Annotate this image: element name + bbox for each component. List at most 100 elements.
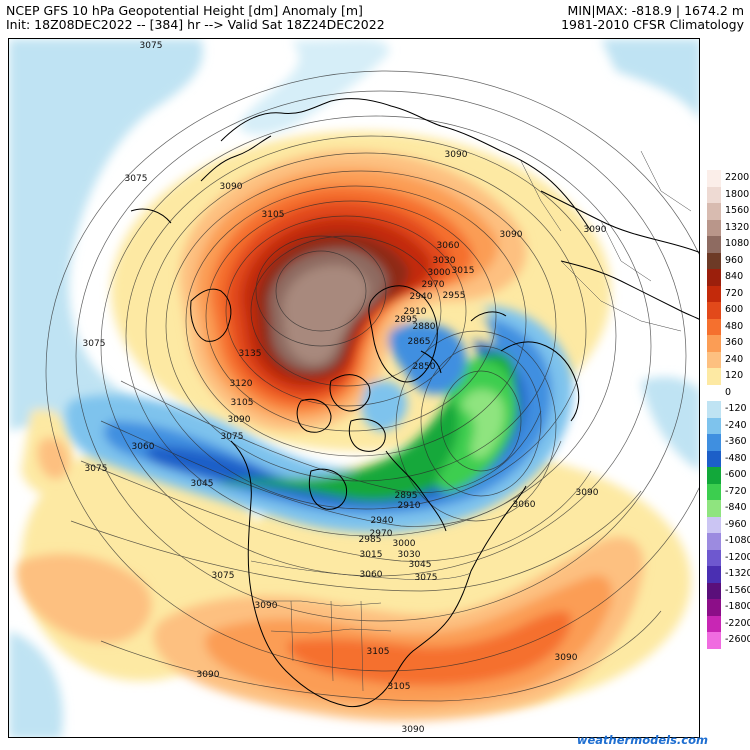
contour-label: 3060 [437,241,460,251]
colorbar-swatch [707,632,721,649]
colorbar-label: -720 [725,485,747,497]
contour-label: 3030 [398,550,421,560]
colorbar-swatch [707,500,721,517]
colorbar-label: 240 [725,353,744,365]
contour-label: 3090 [555,653,578,663]
colorbar-swatch [707,252,721,269]
colorbar-swatch [707,285,721,302]
contour-label: 3045 [409,560,432,570]
contour-label: 2880 [413,322,436,332]
contour-label: 3090 [220,182,243,192]
contour-label: 3000 [428,268,451,278]
contour-label: 3105 [262,210,285,220]
contour-label: 3075 [140,41,163,51]
anomaly-core-layer [16,150,644,721]
contour-label: 3120 [230,379,253,389]
colorbar-label: 2200 [725,172,750,183]
colorbar-label: -360 [725,436,747,447]
colorbar-label: -1080 [725,535,750,546]
colorbar-label: 360 [725,337,744,348]
anomaly-map: 3075 3075 3090 3105 3090 3090 3090 3060 3030 3015… [9,39,699,737]
contour-label: 3075 [415,573,438,583]
init-valid-time: Init: 18Z08DEC2022 -- [384] hr --> Valid… [6,17,385,32]
colorbar-swatch [707,318,721,335]
colorbar-swatch [707,335,721,352]
colorbar-swatch [707,186,721,203]
contour-label: 3090 [255,601,278,611]
contour-label: 3075 [221,432,244,442]
contour-label: 2955 [443,291,466,301]
colorbar-label: -1800 [725,601,750,612]
contour-label: 2910 [404,307,427,317]
colorbar-swatch [707,599,721,616]
contour-label: 2985 [359,535,382,545]
contour-label: 3075 [125,174,148,184]
weathermodels-credit[interactable]: weathermodels.com [576,733,708,747]
colorbar-swatch [707,615,721,632]
colorbar-swatch [707,170,721,187]
colorbar-label: -1200 [725,551,750,563]
min-max-readout: MIN|MAX: -818.9 | 1674.2 m [567,3,744,18]
anomaly-colorbar: 2200 1800 1560 1320 1080 960 840 720 600 480 360 24… [707,170,750,650]
contour-label: 3090 [576,488,599,498]
contour-label: 2940 [371,516,394,526]
colorbar-label: 480 [725,320,744,332]
colorbar-label: -2200 [725,617,750,629]
colorbar-label: 960 [725,254,744,266]
colorbar-swatch [707,302,721,319]
contour-label: 3090 [500,230,523,240]
colorbar-swatch [707,516,721,533]
colorbar-label: 0 [725,386,732,398]
colorbar-swatch [707,467,721,484]
political-borders [250,150,692,692]
colorbar-label: 840 [725,271,744,282]
colorbar-label: -1320 [725,568,750,579]
colorbar-swatch [707,401,721,418]
contour-label: 3060 [360,570,383,580]
colorbar-swatch [707,582,721,599]
contour-label: 3105 [231,398,254,408]
contour-label: 3135 [239,349,262,359]
contour-label: 2895 [395,315,418,325]
colorbar-swatch [707,450,721,467]
colorbar-swatch [707,417,721,434]
colorbar-swatch [707,351,721,368]
contour-label: 3045 [191,479,214,489]
colorbar-swatch [707,566,721,583]
colorbar-label: -840 [725,502,747,513]
contour-label: 3105 [367,647,390,657]
colorbar-label: -600 [725,469,747,480]
contour-label: 2910 [398,501,421,511]
climatology-label: 1981-2010 CFSR Climatology [561,17,744,32]
contour-label: 3060 [132,442,155,452]
contour-label: 3090 [402,725,425,735]
colorbar-label: -960 [725,518,747,530]
colorbar-swatch [707,533,721,550]
contour-labels: 3075 3075 3090 3105 3090 3090 3090 3060 3030 3015… [83,41,607,735]
contour-label: 3015 [360,550,383,560]
contour-label: 3075 [85,464,108,474]
colorbar-label: -120 [725,403,747,414]
colorbar-swatch [707,368,721,385]
contour-label: 2850 [413,362,436,372]
coastlines [130,98,699,708]
contour-label: 2940 [410,292,433,302]
contour-label: 3060 [513,500,536,510]
contour-label: 2970 [370,529,393,539]
contour-label: 3015 [452,266,475,276]
contour-label: 3105 [388,682,411,692]
colorbar-label: -480 [725,452,747,464]
contour-label: 3090 [445,150,468,160]
contour-label: 3090 [584,225,607,235]
colorbar-label: 1080 [725,238,750,249]
colorbar-swatch [707,549,721,566]
height-contours [45,70,699,702]
colorbar-swatch [707,434,721,451]
contour-label: 2895 [395,491,418,501]
colorbar-label: -2600 [725,634,750,645]
colorbar-label: 120 [725,370,744,381]
colorbar-swatch [707,236,721,253]
contour-label: 3090 [228,415,251,425]
colorbar-label: 1320 [725,221,750,233]
colorbar-swatch [707,203,721,220]
